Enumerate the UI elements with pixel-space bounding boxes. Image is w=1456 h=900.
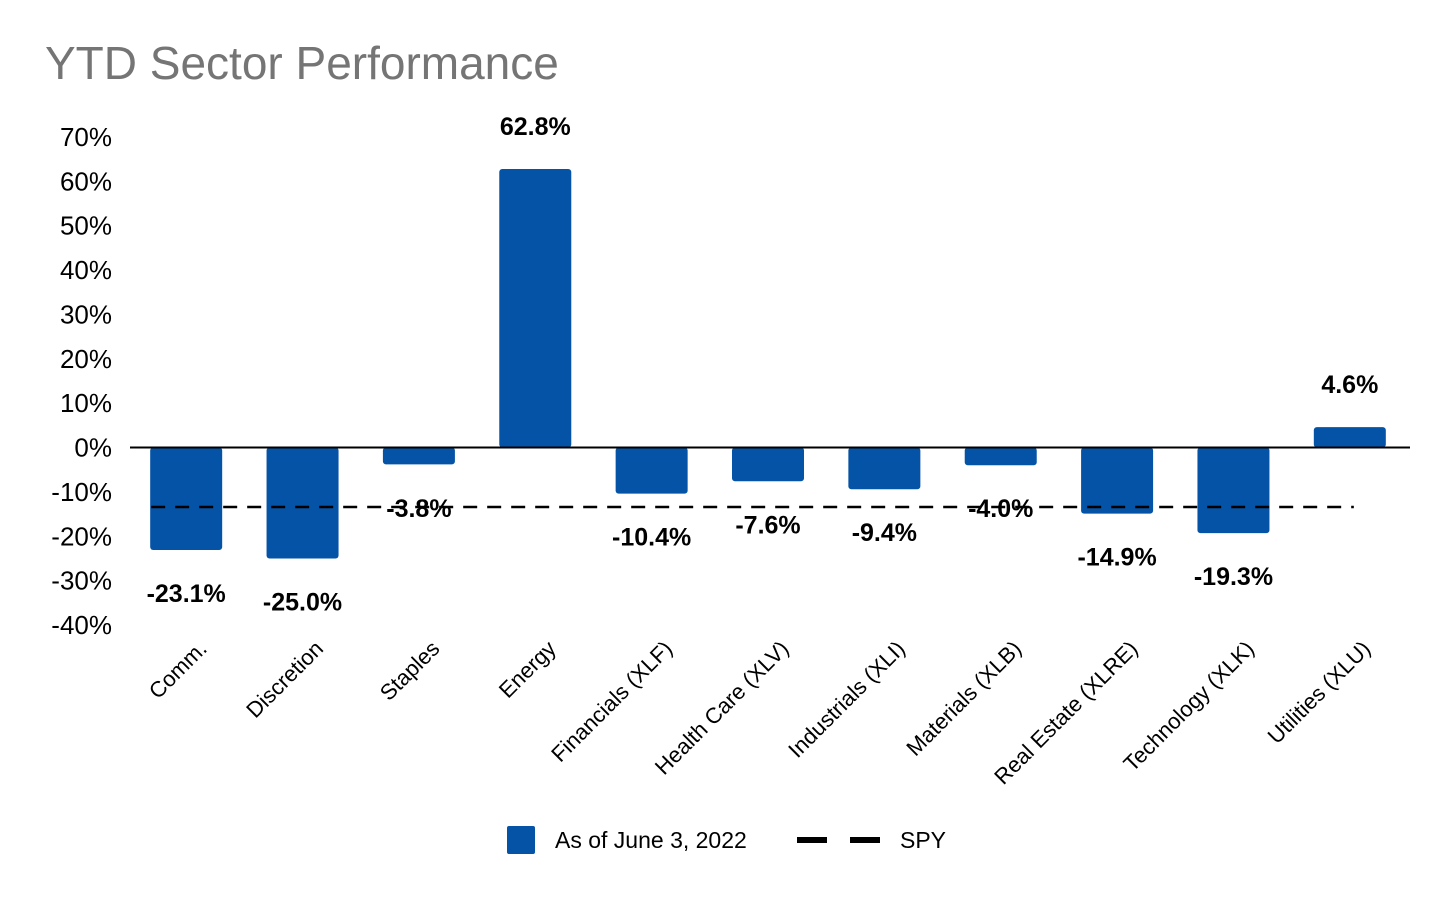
bar: [1081, 447, 1154, 514]
y-tick-label: 10%: [60, 388, 112, 418]
legend-label-bar: As of June 3, 2022: [555, 827, 747, 853]
data-label: -3.8%: [386, 495, 451, 523]
legend-swatch-bar: [507, 826, 535, 854]
x-tick-label: Comm.: [144, 636, 212, 704]
data-label: 4.6%: [1321, 371, 1378, 399]
y-tick-label: 70%: [60, 122, 112, 152]
x-tick-label: Energy: [494, 636, 561, 703]
data-label: -25.0%: [263, 588, 342, 616]
bar: [266, 447, 339, 559]
y-axis-tick-labels: 70% 60% 50% 40% 30% 20% 10% 0% -10% -20% -30% -40%: [51, 122, 112, 640]
x-tick-label: Discretion: [241, 636, 328, 723]
bar: [1313, 427, 1386, 448]
data-label: -4.0%: [968, 495, 1033, 523]
bar: [964, 447, 1037, 466]
x-tick-label: Financials (XLF): [546, 636, 677, 767]
x-tick-label: Materials (XLB): [901, 636, 1026, 761]
data-labels: -23.1% -25.0% -3.8% 62.8% -10.4% -7.6% -9.4% -4…: [147, 113, 1379, 617]
y-tick-label: -20%: [51, 521, 112, 551]
y-tick-label: 20%: [60, 344, 112, 374]
data-label: -9.4%: [852, 519, 917, 547]
data-label: -23.1%: [147, 580, 226, 608]
chart-title: YTD Sector Performance: [45, 37, 559, 89]
y-tick-label: -10%: [51, 477, 112, 507]
bar: [848, 447, 921, 490]
data-label: -19.3%: [1194, 563, 1273, 591]
bar: [499, 168, 572, 448]
bar: [615, 447, 688, 494]
legend: As of June 3, 2022 SPY: [507, 826, 946, 854]
data-label: -7.6%: [735, 511, 800, 539]
y-tick-label: 40%: [60, 255, 112, 285]
y-tick-label: -30%: [51, 566, 112, 596]
y-tick-label: 30%: [60, 299, 112, 329]
bar: [150, 447, 223, 551]
x-tick-label: Utilities (XLU): [1263, 636, 1376, 749]
bar: [382, 447, 455, 465]
bar: [1197, 447, 1270, 534]
x-tick-label: Technology (XLK): [1119, 636, 1259, 776]
bar: [732, 447, 804, 482]
bar-series: [150, 168, 1386, 559]
y-tick-label: 50%: [60, 211, 112, 241]
y-tick-label: 60%: [60, 166, 112, 196]
x-tick-label: Industrials (XLI): [783, 636, 910, 763]
y-tick-label: 0%: [74, 433, 112, 463]
data-label: -10.4%: [612, 524, 691, 552]
data-label: 62.8%: [500, 113, 571, 141]
data-label: -14.9%: [1077, 544, 1156, 572]
y-tick-label: -40%: [51, 610, 112, 640]
x-tick-label: Staples: [375, 636, 445, 706]
legend-label-spy: SPY: [900, 827, 946, 853]
